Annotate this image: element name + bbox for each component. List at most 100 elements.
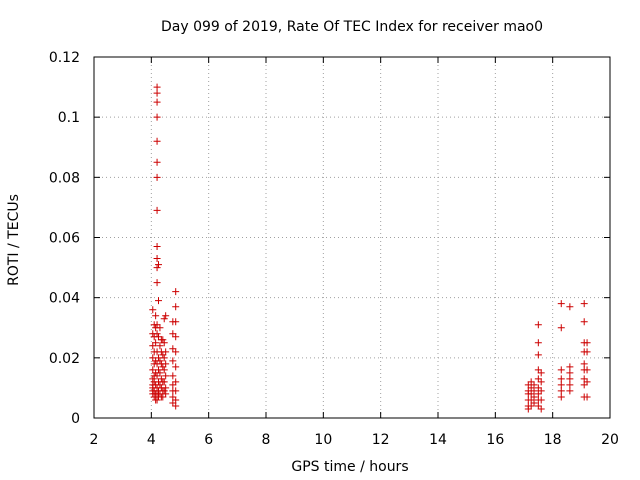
data-point — [537, 396, 545, 404]
data-point — [153, 158, 161, 166]
data-point — [153, 255, 161, 263]
data-point — [557, 387, 565, 395]
data-point — [580, 318, 588, 326]
data-point — [534, 351, 542, 359]
data-point — [159, 336, 167, 344]
data-point — [159, 393, 167, 401]
data-point — [537, 387, 545, 395]
data-point — [156, 357, 164, 365]
data-point — [153, 330, 161, 338]
data-point — [160, 387, 168, 395]
data-point — [153, 279, 161, 287]
data-point — [149, 375, 157, 383]
chart-title: Day 099 of 2019, Rate Of TEC Index for r… — [161, 19, 543, 35]
data-point — [557, 375, 565, 383]
data-point — [169, 393, 177, 401]
data-point — [580, 375, 588, 383]
grid — [94, 57, 610, 418]
data-point — [153, 137, 161, 145]
data-point — [172, 333, 180, 341]
data-point — [580, 360, 588, 368]
x-axis-label: GPS time / hours — [291, 459, 408, 475]
data-point — [557, 381, 565, 389]
data-point — [159, 363, 167, 371]
data-point — [530, 393, 538, 401]
data-point — [527, 384, 535, 392]
data-point — [169, 381, 177, 389]
data-point — [172, 378, 180, 386]
data-point — [155, 261, 162, 269]
x-tick-label: 18 — [544, 432, 562, 448]
data-point — [583, 339, 591, 347]
data-point — [566, 375, 574, 383]
data-point — [153, 321, 161, 329]
plot-frame — [93, 56, 611, 419]
data-point — [583, 378, 591, 386]
x-tick-label: 8 — [262, 432, 271, 448]
data-point — [149, 306, 157, 314]
data-point — [169, 357, 177, 365]
data-point — [527, 396, 535, 404]
y-tick-label: 0.08 — [49, 170, 80, 186]
data-point — [527, 402, 535, 410]
data-point — [566, 381, 574, 389]
x-tick-label: 10 — [314, 432, 332, 448]
data-point — [153, 89, 161, 97]
data-point — [162, 372, 170, 380]
data-point — [530, 399, 538, 407]
x-tick-label: 4 — [147, 432, 156, 448]
axis-ticks: 2 4 6 8 10 12 14 16 18 20 0 0.02 0.04 0.06 0.08 0.1 0.12 — [49, 50, 619, 448]
data-point — [537, 405, 545, 413]
data-point — [537, 378, 545, 386]
data-point — [169, 330, 177, 338]
data-point — [583, 393, 591, 401]
data-point — [156, 381, 164, 389]
data-point — [534, 366, 542, 374]
data-point — [557, 366, 565, 374]
data-point — [160, 366, 168, 374]
y-tick-label: 0.04 — [49, 291, 80, 307]
data-point — [153, 206, 161, 214]
data-point — [172, 363, 180, 371]
data-point — [160, 339, 168, 347]
data-point — [534, 339, 542, 347]
data-point — [534, 375, 542, 383]
data-point — [169, 345, 177, 353]
x-tick-label: 2 — [90, 432, 99, 448]
data-point — [530, 387, 538, 395]
data-point — [156, 342, 164, 350]
data-point — [159, 351, 167, 359]
data-point — [534, 390, 542, 398]
y-axis-label: ROTI / TECUs — [6, 194, 22, 286]
data-point — [172, 402, 180, 410]
data-point — [172, 387, 180, 395]
data-point — [172, 303, 180, 311]
x-tick-label: 6 — [204, 432, 213, 448]
data-point — [172, 396, 180, 404]
data-point — [169, 399, 177, 407]
data-point — [172, 288, 180, 296]
data-point — [153, 264, 161, 272]
data-point — [160, 354, 168, 362]
data-point — [162, 312, 170, 320]
data-point — [152, 312, 160, 320]
data-point — [580, 300, 588, 308]
data-point — [153, 173, 161, 181]
data-point — [153, 372, 161, 380]
data-point — [153, 83, 161, 91]
data-point — [153, 113, 161, 121]
data-point — [155, 297, 162, 305]
y-tick-label: 0 — [71, 411, 80, 427]
data-point — [566, 369, 574, 377]
data-point — [583, 366, 591, 374]
data-point — [153, 243, 161, 251]
data-point — [149, 342, 157, 350]
data-point — [557, 393, 565, 401]
data-point — [156, 324, 164, 332]
x-tick-label: 12 — [372, 432, 390, 448]
data-point — [566, 303, 574, 311]
data-point — [157, 375, 165, 383]
y-tick-label: 0.02 — [49, 351, 80, 367]
data-point — [524, 405, 532, 413]
